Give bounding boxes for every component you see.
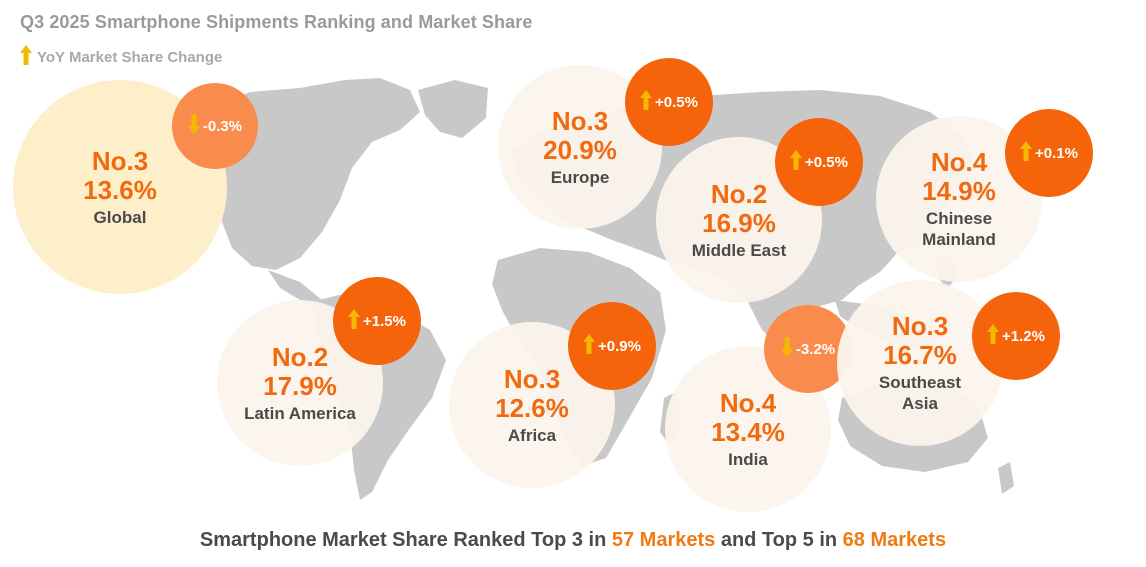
arrow-up-icon	[987, 324, 1000, 348]
footer-summary: Smartphone Market Share Ranked Top 3 in …	[0, 529, 1146, 552]
top5-markets-count: 68 Markets	[842, 529, 947, 551]
bubble-southeast-asia: No.3 16.7% Southeast Asia	[837, 280, 1003, 446]
yoy-change-value: +0.5%	[805, 153, 848, 171]
rank-label: No.2	[271, 341, 329, 372]
region-name: Europe	[550, 167, 610, 187]
yoy-change-value: -3.2%	[795, 340, 836, 358]
yoy-change-value: +1.5%	[363, 312, 406, 330]
market-share-value: 17.9%	[263, 370, 337, 401]
region-name: Global	[93, 207, 147, 227]
arrow-up-icon	[790, 150, 803, 174]
yoy-change-badge-global: -0.3%	[172, 83, 258, 169]
yoy-change-badge-europe: +0.5%	[625, 58, 713, 146]
chart-title: Q3 2025 Smartphone Shipments Ranking and…	[20, 12, 533, 32]
arrow-up-icon	[640, 90, 653, 114]
legend: YoY Market Share Change	[20, 45, 222, 70]
arrow-up-icon	[20, 45, 32, 70]
market-share-value: 16.7%	[883, 340, 957, 370]
region-name: Chinese	[925, 209, 993, 228]
region-name-line2: Mainland	[922, 230, 996, 249]
market-share-value: 13.6%	[83, 174, 157, 205]
market-share-value: 13.4%	[711, 416, 785, 447]
region-name-line2: Asia	[902, 394, 938, 413]
market-share-value: 16.9%	[702, 207, 776, 238]
footer-text-1: Smartphone Market Share Ranked Top 3 in	[199, 529, 612, 551]
market-share-value: 20.9%	[543, 134, 617, 165]
top3-markets-count: 57 Markets	[611, 529, 716, 551]
region-name: Southeast	[878, 373, 962, 392]
arrow-down-icon	[780, 337, 793, 361]
yoy-change-badge-southeast-asia: +1.2%	[972, 292, 1060, 380]
arrow-down-icon	[187, 114, 200, 138]
rank-label: No.2	[710, 178, 768, 209]
yoy-change-value: +1.2%	[1002, 327, 1045, 345]
yoy-change-badge-latin-america: +1.5%	[333, 277, 421, 365]
rank-label: No.3	[891, 311, 949, 341]
yoy-change-badge-africa: +0.9%	[568, 302, 656, 390]
region-name: Africa	[507, 425, 557, 445]
yoy-change-badge-chinese-mainland: +0.1%	[1005, 109, 1093, 197]
region-name: Latin America	[244, 403, 356, 423]
rank-label: No.4	[930, 147, 988, 177]
arrow-up-icon	[583, 334, 596, 358]
arrow-up-icon	[348, 309, 361, 333]
market-share-value: 14.9%	[922, 176, 996, 206]
yoy-change-value: +0.9%	[598, 337, 641, 355]
legend-label: YoY Market Share Change	[37, 49, 223, 66]
rank-label: No.3	[91, 145, 149, 176]
arrow-up-icon	[1020, 141, 1033, 165]
bubble-latin-america: No.2 17.9% Latin America	[217, 300, 383, 466]
rank-label: No.4	[719, 387, 777, 418]
yoy-change-value: -0.3%	[202, 117, 243, 135]
yoy-change-badge-middle-east: +0.5%	[775, 118, 863, 206]
rank-label: No.3	[551, 105, 609, 136]
yoy-change-value: +0.5%	[655, 93, 698, 111]
rank-label: No.3	[503, 363, 561, 394]
footer-text-2: and Top 5 in	[715, 529, 843, 551]
region-name: India	[728, 449, 768, 469]
market-share-value: 12.6%	[495, 392, 569, 423]
yoy-change-value: +0.1%	[1035, 144, 1078, 162]
region-name: Middle East	[691, 240, 787, 260]
